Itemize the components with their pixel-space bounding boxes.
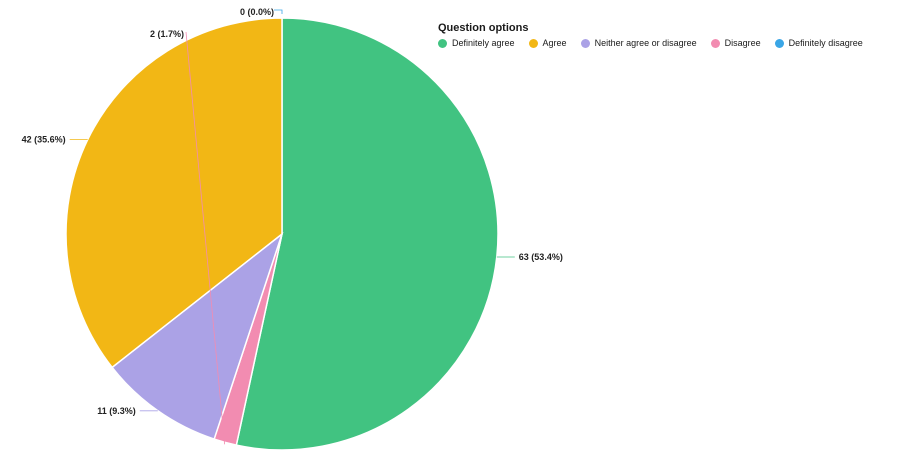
legend-item-neither-agree-or-disagree[interactable]: Neither agree or disagree (580, 38, 697, 48)
legend-swatch-icon (774, 38, 784, 48)
data-label-neither-agree-or-disagree: 11 (9.3%) (97, 406, 136, 416)
data-label-definitely-disagree: 0 (0.0%) (240, 7, 274, 17)
leader-line-disagree (185, 31, 225, 445)
legend-title: Question options (438, 22, 529, 34)
legend-label: Agree (542, 38, 567, 48)
data-label-definitely-agree: 63 (53.4%) (519, 252, 563, 262)
chart-legend: Question options Definitely agree Agree Ne… (438, 22, 863, 48)
legend-item-agree[interactable]: Agree (528, 38, 567, 48)
pie-slice-definitely-agree (235, 17, 499, 451)
legend-label: Definitely agree (452, 38, 515, 48)
legend-item-definitely-disagree[interactable]: Definitely disagree (774, 38, 863, 48)
legend-label: Definitely disagree (788, 38, 863, 48)
legend-swatch-icon (710, 38, 720, 48)
pie-slice-neither-agree-or-disagree (111, 231, 284, 441)
legend-item-disagree[interactable]: Disagree (710, 38, 761, 48)
legend-item-definitely-agree[interactable]: Definitely agree (438, 38, 515, 48)
leader-line-definitely-disagree (274, 9, 283, 14)
pie-slice-agree (65, 17, 283, 369)
data-label-disagree: 2 (1.7%) (150, 29, 184, 39)
legend-swatch-icon (438, 38, 447, 48)
legend-swatch-icon (580, 38, 590, 48)
legend-label: Disagree (724, 38, 761, 48)
data-label-agree: 42 (35.6%) (22, 135, 66, 145)
legend-swatch-icon (528, 38, 538, 48)
legend-label: Neither agree or disagree (594, 38, 697, 48)
legend-items: Definitely agree Agree Neither agree or di… (438, 38, 863, 48)
